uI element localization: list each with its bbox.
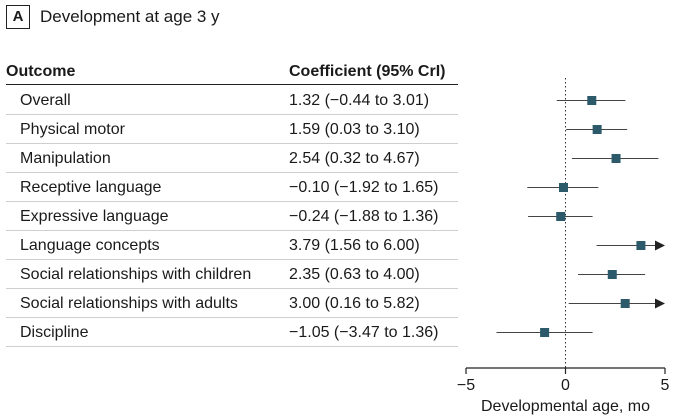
estimate-marker xyxy=(636,241,646,250)
header-rule xyxy=(6,84,458,85)
outcome-label: Language concepts xyxy=(20,237,160,254)
estimate-marker xyxy=(540,328,550,337)
estimate-marker xyxy=(556,212,566,221)
estimate-marker xyxy=(607,270,617,279)
panel-label: A xyxy=(6,5,30,29)
outcome-label: Physical motor xyxy=(20,121,125,138)
coefficient-value: 2.54 (0.32 to 4.67) xyxy=(289,150,420,167)
row-divider xyxy=(6,114,458,115)
table-row: Receptive language −0.10 (−1.92 to 1.65) xyxy=(6,173,458,202)
panel-title: Development at age 3 y xyxy=(40,7,220,26)
table-row: Discipline −1.05 (−3.47 to 1.36) xyxy=(6,318,458,347)
table-row: Language concepts 3.79 (1.56 to 6.00) xyxy=(6,231,458,260)
ci-arrow xyxy=(655,240,665,251)
coefficient-value: 1.59 (0.03 to 3.10) xyxy=(289,121,420,138)
table-row: Social relationships with children 2.35 … xyxy=(6,260,458,289)
estimate-marker xyxy=(587,96,597,105)
coefficient-value: −0.24 (−1.88 to 1.36) xyxy=(289,208,439,225)
row-divider xyxy=(6,259,458,260)
coefficient-value: −1.05 (−3.47 to 1.36) xyxy=(289,324,439,341)
coefficient-value: 3.79 (1.56 to 6.00) xyxy=(289,237,420,254)
table-row: Social relationships with adults 3.00 (0… xyxy=(6,289,458,318)
x-tick-label: 5 xyxy=(661,377,670,394)
outcome-label: Receptive language xyxy=(20,179,162,196)
ci-arrow xyxy=(655,298,665,309)
outcome-label: Discipline xyxy=(20,324,89,341)
header-outcome: Outcome xyxy=(6,63,76,80)
header-coefficient: Coefficient (95% CrI) xyxy=(289,63,446,80)
table-row: Manipulation 2.54 (0.32 to 4.67) xyxy=(6,144,458,173)
outcome-label: Manipulation xyxy=(20,150,111,167)
x-tick-label: −5 xyxy=(457,377,475,394)
row-divider xyxy=(6,172,458,173)
row-divider xyxy=(6,143,458,144)
coefficient-value: 1.32 (−0.44 to 3.01) xyxy=(289,92,430,109)
x-tick-label: 0 xyxy=(561,377,570,394)
coefficient-value: 3.00 (0.16 to 5.82) xyxy=(289,295,420,312)
coefficient-value: 2.35 (0.63 to 4.00) xyxy=(289,266,420,283)
row-divider xyxy=(6,201,458,202)
row-divider xyxy=(6,346,458,347)
estimate-marker xyxy=(620,299,630,308)
table-row: Expressive language −0.24 (−1.88 to 1.36… xyxy=(6,202,458,231)
outcome-label: Social relationships with children xyxy=(20,266,252,283)
outcome-label: Social relationships with adults xyxy=(20,295,238,312)
outcome-label: Expressive language xyxy=(20,208,169,225)
x-axis-label: Developmental age, mo xyxy=(481,398,650,415)
coefficient-value: −0.10 (−1.92 to 1.65) xyxy=(289,179,439,196)
row-divider xyxy=(6,317,458,318)
estimate-marker xyxy=(611,154,621,163)
row-divider xyxy=(6,288,458,289)
row-divider xyxy=(6,230,458,231)
table-row: Physical motor 1.59 (0.03 to 3.10) xyxy=(6,115,458,144)
table-row: Overall 1.32 (−0.44 to 3.01) xyxy=(6,86,458,115)
outcome-label: Overall xyxy=(20,92,71,109)
estimate-marker xyxy=(592,125,602,134)
estimate-marker xyxy=(559,183,569,192)
